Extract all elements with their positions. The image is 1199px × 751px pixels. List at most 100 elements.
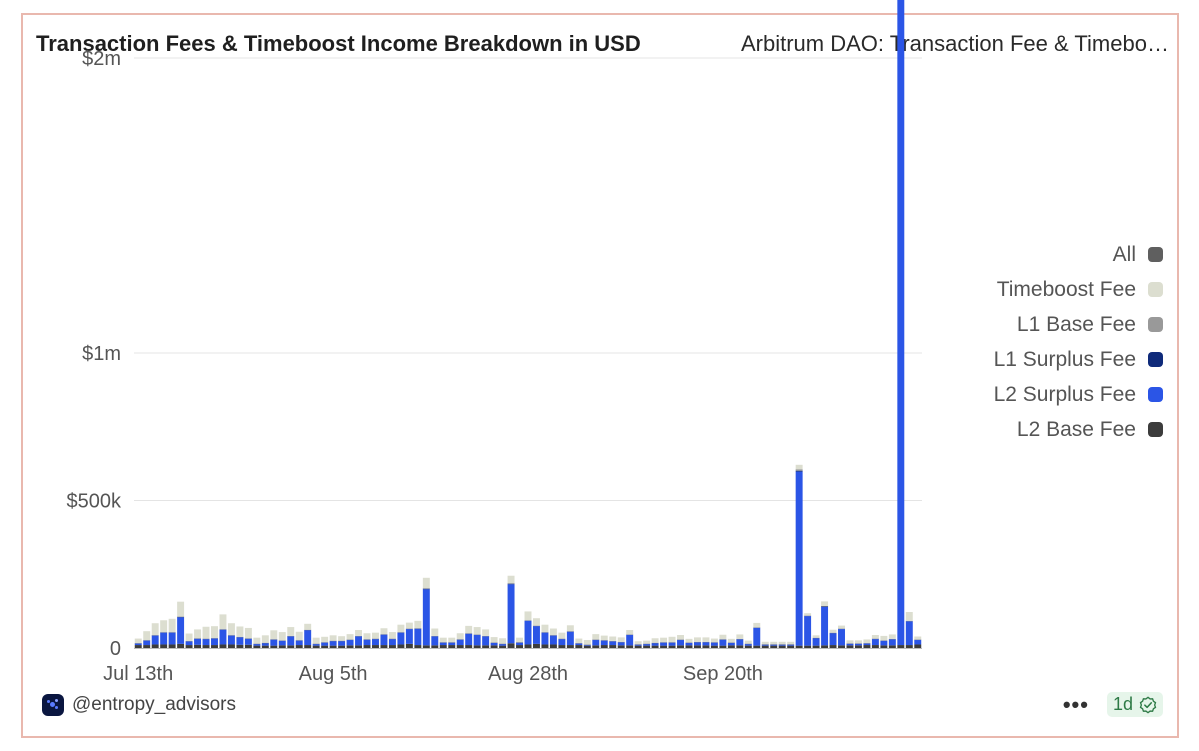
bar-segment-timeboost-fee[interactable] xyxy=(329,635,337,641)
bar-segment-timeboost-fee[interactable] xyxy=(863,639,871,643)
bar-segment-timeboost-fee[interactable] xyxy=(600,635,608,641)
bar-segment-l2-surplus-fee[interactable] xyxy=(134,643,142,646)
bar-segment-l2-surplus-fee[interactable] xyxy=(787,644,795,646)
bar-segment-l2-surplus-fee[interactable] xyxy=(863,643,871,646)
bar-segment-timeboost-fee[interactable] xyxy=(312,637,320,644)
bar-segment-timeboost-fee[interactable] xyxy=(355,630,363,636)
bar-segment-l2-surplus-fee[interactable] xyxy=(744,644,752,646)
bar-segment-l2-base-fee[interactable] xyxy=(609,645,617,648)
bar-segment-l2-base-fee[interactable] xyxy=(558,645,566,648)
bar-segment-l2-surplus-fee[interactable] xyxy=(261,643,269,646)
bar-segment-l2-base-fee[interactable] xyxy=(677,645,684,648)
bar-segment-l2-surplus-fee[interactable] xyxy=(422,589,430,646)
bar-segment-timeboost-fee[interactable] xyxy=(871,635,879,639)
bar-segment-l2-base-fee[interactable] xyxy=(821,645,829,648)
bar-segment-timeboost-fee[interactable] xyxy=(905,612,913,621)
bar-segment-timeboost-fee[interactable] xyxy=(380,628,388,635)
bar-segment-l2-base-fee[interactable] xyxy=(524,644,532,648)
bar-segment-l2-base-fee[interactable] xyxy=(549,644,557,648)
bar-segment-l2-surplus-fee[interactable] xyxy=(643,644,651,646)
legend-item[interactable]: L2 Base Fee xyxy=(903,412,1163,447)
bar-segment-timeboost-fee[interactable] xyxy=(838,625,845,629)
bar-segment-timeboost-fee[interactable] xyxy=(660,637,668,643)
bar-segment-timeboost-fee[interactable] xyxy=(719,634,727,640)
bar-segment-l2-surplus-fee[interactable] xyxy=(812,638,820,646)
bar-segment-l2-base-fee[interactable] xyxy=(541,644,549,648)
bar-segment-timeboost-fee[interactable] xyxy=(643,640,651,644)
bar-segment-l2-surplus-fee[interactable] xyxy=(524,620,532,645)
bar-segment-timeboost-fee[interactable] xyxy=(177,601,185,617)
bar-segment-timeboost-fee[interactable] xyxy=(160,620,168,633)
bar-segment-l2-base-fee[interactable] xyxy=(507,643,515,648)
bar-segment-l2-surplus-fee[interactable] xyxy=(897,0,905,646)
bar-segment-l2-surplus-fee[interactable] xyxy=(677,640,684,646)
bar-segment-l2-base-fee[interactable] xyxy=(490,645,498,648)
bar-segment-l2-base-fee[interactable] xyxy=(185,645,193,648)
bar-segment-timeboost-fee[interactable] xyxy=(702,637,710,642)
bar-segment-timeboost-fee[interactable] xyxy=(507,575,515,584)
more-options-icon[interactable]: ••• xyxy=(1062,691,1089,717)
bar-segment-l2-surplus-fee[interactable] xyxy=(236,637,244,645)
bar-segment-l2-surplus-fee[interactable] xyxy=(660,642,668,646)
bar-segment-l2-base-fee[interactable] xyxy=(253,645,261,648)
bar-segment-l2-surplus-fee[interactable] xyxy=(278,640,286,646)
bar-segment-l2-base-fee[interactable] xyxy=(456,645,464,648)
bar-segment-l2-surplus-fee[interactable] xyxy=(838,629,845,646)
bar-segment-l2-base-fee[interactable] xyxy=(516,645,523,648)
bar-segment-l2-surplus-fee[interactable] xyxy=(304,630,312,646)
bar-segment-l2-base-fee[interactable] xyxy=(660,645,668,648)
bar-segment-timeboost-fee[interactable] xyxy=(829,629,837,633)
bar-segment-l2-base-fee[interactable] xyxy=(244,644,252,648)
author-credit[interactable]: @entropy_advisors xyxy=(42,694,236,716)
bar-segment-l2-base-fee[interactable] xyxy=(211,645,218,648)
bar-segment-timeboost-fee[interactable] xyxy=(261,635,269,643)
bar-segment-timeboost-fee[interactable] xyxy=(431,628,439,636)
bar-segment-l2-base-fee[interactable] xyxy=(626,645,634,648)
bar-segment-l2-surplus-fee[interactable] xyxy=(439,642,447,646)
bar-segment-l2-base-fee[interactable] xyxy=(177,643,185,648)
bar-segment-timeboost-fee[interactable] xyxy=(727,638,735,643)
bar-segment-l2-surplus-fee[interactable] xyxy=(685,642,693,646)
bar-segment-timeboost-fee[interactable] xyxy=(778,641,786,645)
bar-segment-timeboost-fee[interactable] xyxy=(465,625,473,634)
bar-segment-l2-base-fee[interactable] xyxy=(295,645,303,648)
bar-segment-l2-surplus-fee[interactable] xyxy=(829,633,837,646)
bar-segment-l2-base-fee[interactable] xyxy=(194,644,202,648)
bar-segment-l2-surplus-fee[interactable] xyxy=(270,639,278,646)
bar-segment-l1-base-fee[interactable] xyxy=(507,583,515,584)
bar-segment-l2-base-fee[interactable] xyxy=(583,645,591,648)
bar-segment-l2-base-fee[interactable] xyxy=(338,645,346,648)
legend-item[interactable]: Timeboost Fee xyxy=(903,272,1163,307)
bar-segment-l2-surplus-fee[interactable] xyxy=(194,638,202,645)
bar-segment-l2-surplus-fee[interactable] xyxy=(465,633,473,646)
bar-segment-l2-surplus-fee[interactable] xyxy=(804,616,812,646)
bar-segment-l2-surplus-fee[interactable] xyxy=(719,639,727,646)
bar-segment-l2-surplus-fee[interactable] xyxy=(566,631,574,646)
bar-segment-timeboost-fee[interactable] xyxy=(914,636,922,640)
bar-segment-timeboost-fee[interactable] xyxy=(194,629,202,639)
bar-segment-l2-surplus-fee[interactable] xyxy=(753,627,761,646)
legend-item[interactable]: L1 Surplus Fee xyxy=(903,342,1163,377)
bar-segment-l2-surplus-fee[interactable] xyxy=(575,643,583,646)
bar-segment-l2-surplus-fee[interactable] xyxy=(693,642,701,646)
bar-segment-timeboost-fee[interactable] xyxy=(685,638,693,643)
bar-segment-l2-surplus-fee[interactable] xyxy=(168,632,176,645)
bar-segment-l2-base-fee[interactable] xyxy=(202,645,210,648)
bar-segment-timeboost-fee[interactable] xyxy=(236,626,244,637)
bar-segment-l2-base-fee[interactable] xyxy=(287,645,295,648)
bar-segment-l2-base-fee[interactable] xyxy=(812,645,820,648)
bar-segment-l2-surplus-fee[interactable] xyxy=(846,643,854,646)
bar-segment-timeboost-fee[interactable] xyxy=(804,613,812,616)
bar-segment-l2-base-fee[interactable] xyxy=(829,645,837,648)
bar-segment-l1-surplus-fee[interactable] xyxy=(507,583,515,585)
bar-segment-timeboost-fee[interactable] xyxy=(134,638,142,643)
bar-segment-l2-surplus-fee[interactable] xyxy=(736,639,744,646)
bar-segment-l2-base-fee[interactable] xyxy=(482,645,490,648)
bar-segment-l2-surplus-fee[interactable] xyxy=(338,641,346,646)
bar-segment-l2-surplus-fee[interactable] xyxy=(490,642,498,646)
bar-segment-timeboost-fee[interactable] xyxy=(524,611,532,621)
bar-segment-l2-surplus-fee[interactable] xyxy=(880,640,888,646)
bar-segment-timeboost-fee[interactable] xyxy=(482,629,490,636)
bar-segment-timeboost-fee[interactable] xyxy=(549,628,557,636)
bar-segment-timeboost-fee[interactable] xyxy=(439,637,447,643)
